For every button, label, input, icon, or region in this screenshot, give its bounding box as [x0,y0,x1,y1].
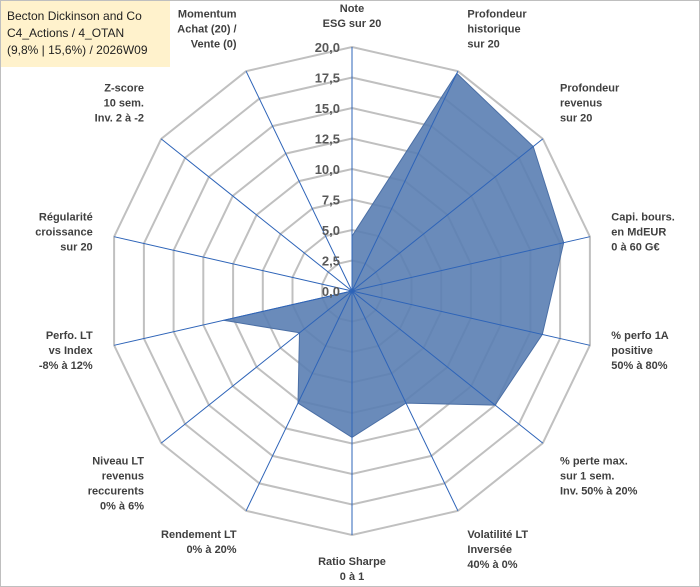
axis-label-line: 0 à 1 [340,571,364,583]
axis-label-line: -8% à 12% [39,360,93,372]
axis-label: Volatilité LT Inversée 40% à 0% [467,529,528,571]
axis-label: Profondeur historique sur 20 [467,9,527,51]
axis-label-line: Perfo. LT [46,330,93,342]
axis-label: Note ESG sur 20 [323,3,382,30]
axis-label-line: % perfo 1A [611,330,669,342]
radial-tick-label: 2,5 [322,254,340,269]
axis-label: Capi. bours. en MdEUR 0 à 60 G€ [611,212,675,254]
axis-label-line: ESG sur 20 [323,18,382,30]
axis-label-line: vs Index [49,345,94,357]
axis-label-line: 0% à 6% [100,500,144,512]
radial-tick-label: 0,0 [322,284,340,299]
radial-tick-label: 17,5 [315,71,340,86]
axis-label-line: Capi. bours. [611,212,675,224]
axis-label-line: Achat (20) / [177,24,236,36]
axis-label-line: croissance [35,227,92,239]
axis-label-line: Ratio Sharpe [318,556,386,568]
axis-spoke [113,236,353,292]
axis-label-line: sur 20 [60,242,92,254]
axis-label-line: 0% à 20% [186,544,236,556]
axis-label-line: 40% à 0% [467,559,517,571]
radial-tick-label: 15,0 [315,101,340,116]
radial-tick-label: 12,5 [315,132,340,147]
axis-spoke [245,70,353,292]
axis-label: Rendement LT 0% à 20% [161,529,237,556]
axis-label-line: Note [340,3,364,15]
series-area [223,72,565,438]
axis-label-line: historique [467,24,520,36]
axis-label-line: revenus [102,470,144,482]
axis-label: Momentum Achat (20) / Vente (0) [177,9,237,51]
axis-spoke [351,138,544,292]
axis-label: Z-score 10 sem. Inv. 2 à -2 [95,82,144,124]
axis-spoke [160,290,353,444]
axis-label-line: positive [611,345,653,357]
axis-label: Ratio Sharpe 0 à 1 [318,556,386,583]
axis-label-line: Momentum [178,9,237,21]
axis-label-line: Niveau LT [92,455,144,467]
axis-spoke [245,290,353,512]
axis-label-line: sur 1 sem. [560,470,614,482]
axis-label-line: sur 20 [560,112,592,124]
axis-spoke [351,236,591,292]
axis-label-line: % perte max. [560,455,628,467]
axis-label-line: Volatilité LT [467,529,528,541]
axis-spoke [351,290,591,346]
axis-label-line: 10 sem. [104,97,144,109]
radial-tick-label: 7,5 [322,193,340,208]
axis-label-line: Rendement LT [161,529,237,541]
radial-tick-label: 10,0 [315,162,340,177]
axis-spoke [351,290,459,512]
axis-label-line: 0 à 60 G€ [611,242,659,254]
radial-tick-label: 20,0 [315,40,340,55]
axis-spoke [351,70,459,292]
axis-label-line: Z-score [104,82,144,94]
axis-label: % perte max. sur 1 sem. Inv. 50% à 20% [560,455,638,497]
axis-label-line: en MdEUR [611,227,666,239]
chart-title-line-3: (9,8% | 15,6%) / 2026W09 [7,43,148,57]
axis-label-line: Vente (0) [191,39,237,51]
axis-label-line: revenus [560,97,602,109]
axis-label: Régularité croissance sur 20 [35,212,92,254]
axis-label: Niveau LT revenus reccurents 0% à 6% [88,455,145,512]
axis-label-line: Inv. 50% à 20% [560,485,638,497]
axis-label-line: Régularité [39,212,93,224]
axis-label-line: Profondeur [560,82,620,94]
axis-label: Profondeur revenus sur 20 [560,82,620,124]
axis-label-line: Profondeur [467,9,527,21]
axis-label-line: Inv. 2 à -2 [95,112,144,124]
axis-spoke [160,138,353,292]
chart-title-line-1: Becton Dickinson and Co [7,9,142,23]
axis-label-line: sur 20 [467,39,499,51]
axis-label: % perfo 1A positive 50% à 80% [611,330,669,372]
chart-title-line-2: C4_Actions / 4_OTAN [7,26,125,40]
axis-label-line: reccurents [88,485,144,497]
axis-label: Perfo. LT vs Index -8% à 12% [39,330,94,372]
axis-spoke [113,290,353,346]
radial-tick-label: 5,0 [322,223,340,238]
axis-label-line: Inversée [467,544,512,556]
axis-spoke [351,290,544,444]
chart-title-box: Becton Dickinson and Co C4_Actions / 4_O… [1,1,170,67]
axis-label-line: 50% à 80% [611,360,667,372]
